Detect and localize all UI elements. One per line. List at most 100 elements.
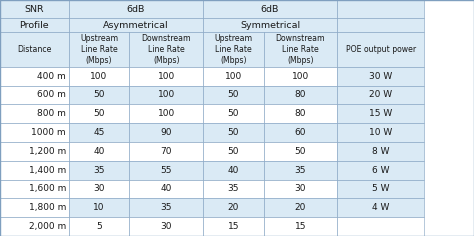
Bar: [337, 0, 424, 18]
Bar: [129, 161, 203, 180]
Text: Symmetrical: Symmetrical: [240, 21, 300, 30]
Text: 1,400 m: 1,400 m: [28, 166, 66, 175]
Bar: [69, 142, 129, 161]
Bar: [69, 86, 129, 104]
Bar: [203, 86, 264, 104]
Bar: [129, 32, 203, 67]
Text: 55: 55: [160, 166, 172, 175]
Text: 5: 5: [96, 222, 102, 231]
Bar: [337, 18, 424, 32]
Bar: [203, 142, 264, 161]
Text: 10: 10: [93, 203, 105, 212]
Text: 80: 80: [294, 109, 306, 118]
Bar: [337, 123, 424, 142]
Text: POE output power: POE output power: [346, 45, 416, 54]
Text: 50: 50: [93, 90, 105, 100]
Text: 100: 100: [157, 72, 175, 81]
Text: 1000 m: 1000 m: [31, 128, 66, 137]
Text: 15 W: 15 W: [369, 109, 392, 118]
Bar: [0, 217, 69, 236]
Text: 100: 100: [91, 72, 108, 81]
Text: Profile: Profile: [19, 21, 49, 30]
Text: 4 W: 4 W: [372, 203, 389, 212]
Bar: [264, 217, 337, 236]
Text: 60: 60: [294, 128, 306, 137]
Text: 50: 50: [228, 90, 239, 100]
Bar: [129, 217, 203, 236]
Bar: [264, 142, 337, 161]
Bar: [203, 32, 264, 67]
Text: 2,000 m: 2,000 m: [28, 222, 66, 231]
Bar: [69, 0, 203, 18]
Text: 6dB: 6dB: [261, 4, 279, 14]
Text: 6dB: 6dB: [127, 4, 145, 14]
Bar: [0, 0, 69, 18]
Bar: [337, 180, 424, 198]
Text: 50: 50: [93, 109, 105, 118]
Bar: [337, 67, 424, 86]
Text: 30 W: 30 W: [369, 72, 392, 81]
Bar: [337, 142, 424, 161]
Bar: [264, 67, 337, 86]
Bar: [337, 32, 424, 67]
Text: 50: 50: [228, 109, 239, 118]
Bar: [264, 123, 337, 142]
Text: 50: 50: [228, 128, 239, 137]
Bar: [0, 123, 69, 142]
Text: 50: 50: [294, 147, 306, 156]
Text: 30: 30: [93, 185, 105, 194]
Bar: [129, 142, 203, 161]
Bar: [0, 86, 69, 104]
Bar: [337, 104, 424, 123]
Text: 30: 30: [160, 222, 172, 231]
Bar: [337, 217, 424, 236]
Bar: [129, 123, 203, 142]
Text: Distance: Distance: [17, 45, 52, 54]
Bar: [203, 104, 264, 123]
Text: 6 W: 6 W: [372, 166, 389, 175]
Bar: [264, 198, 337, 217]
Bar: [129, 180, 203, 198]
Text: 20 W: 20 W: [369, 90, 392, 100]
Bar: [203, 123, 264, 142]
Text: 600 m: 600 m: [37, 90, 66, 100]
Text: 100: 100: [157, 109, 175, 118]
Text: 100: 100: [292, 72, 309, 81]
Bar: [69, 67, 129, 86]
Text: 40: 40: [228, 166, 239, 175]
Bar: [203, 67, 264, 86]
Bar: [264, 104, 337, 123]
Bar: [203, 161, 264, 180]
Bar: [0, 67, 69, 86]
Bar: [69, 161, 129, 180]
Text: Upstream
Line Rate
(Mbps): Upstream Line Rate (Mbps): [214, 34, 252, 65]
Text: 8 W: 8 W: [372, 147, 389, 156]
Bar: [264, 180, 337, 198]
Bar: [264, 32, 337, 67]
Text: 35: 35: [294, 166, 306, 175]
Bar: [0, 104, 69, 123]
Text: Upstream
Line Rate
(Mbps): Upstream Line Rate (Mbps): [80, 34, 118, 65]
Text: Downstream
Line Rate
(Mbps): Downstream Line Rate (Mbps): [141, 34, 191, 65]
Bar: [69, 104, 129, 123]
Bar: [203, 198, 264, 217]
Bar: [69, 217, 129, 236]
Text: 40: 40: [93, 147, 105, 156]
Text: 80: 80: [294, 90, 306, 100]
Bar: [69, 180, 129, 198]
Bar: [203, 18, 337, 32]
Text: 10 W: 10 W: [369, 128, 392, 137]
Bar: [0, 32, 69, 67]
Text: 15: 15: [228, 222, 239, 231]
Bar: [0, 18, 69, 32]
Bar: [0, 142, 69, 161]
Text: 20: 20: [295, 203, 306, 212]
Bar: [264, 161, 337, 180]
Bar: [203, 0, 337, 18]
Text: 50: 50: [228, 147, 239, 156]
Bar: [0, 180, 69, 198]
Text: 15: 15: [294, 222, 306, 231]
Bar: [129, 86, 203, 104]
Text: 35: 35: [93, 166, 105, 175]
Bar: [0, 198, 69, 217]
